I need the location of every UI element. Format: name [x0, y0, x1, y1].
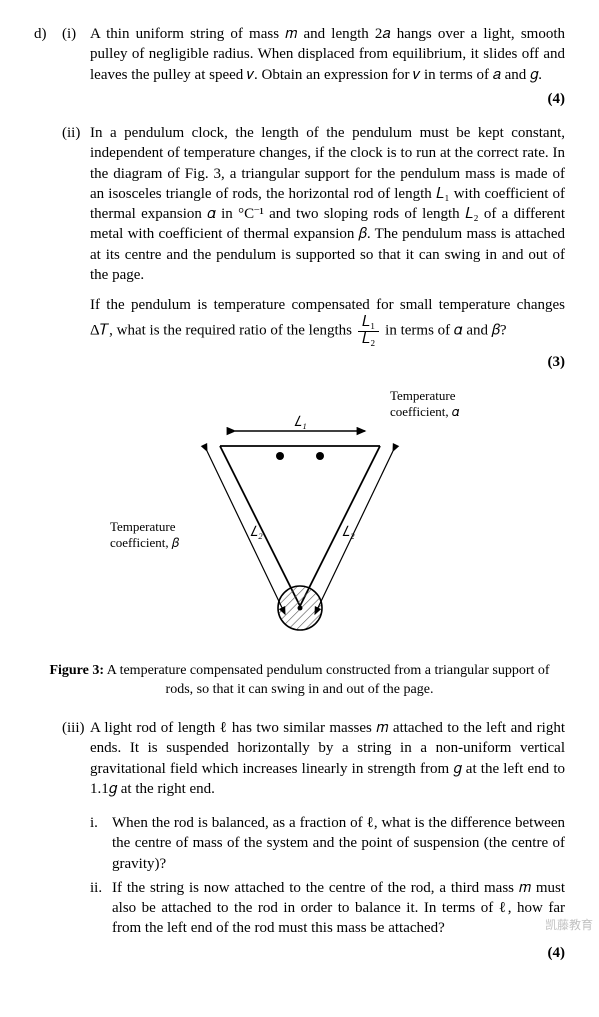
marks-d-ii: (3) — [34, 352, 565, 372]
part-d-iii-i: i. When the rod is balanced, as a fracti… — [90, 813, 565, 874]
subpart-label: (ii) — [62, 123, 90, 285]
part-d-iii: (iii) A light rod of length ℓ has two si… — [34, 718, 565, 799]
fig-L2-left-arrow — [207, 451, 285, 614]
fig-top-coeff-1: Temperature — [390, 388, 456, 403]
marks-d-iii: (4) — [34, 943, 565, 963]
part-d-iii-text: A light rod of length ℓ has two similar … — [90, 718, 565, 799]
part-d-iii-i-text: When the rod is balanced, as a fraction … — [112, 813, 565, 874]
fig-rod-L2-right — [300, 446, 380, 606]
figure-3: Temperature coefficient, 𝛼 𝐿₁ 𝐿₂ 𝐿₂ Temp… — [34, 386, 565, 652]
roman-label: ii. — [90, 878, 112, 939]
subpart-label: (i) — [62, 24, 90, 85]
roman-label: i. — [90, 813, 112, 874]
fig-support-dot-left — [276, 452, 284, 460]
part-d-i-text: A thin uniform string of mass 𝑚 and leng… — [90, 24, 565, 85]
fig-L1-label: 𝐿₁ — [294, 415, 307, 430]
fig-support-dot-right — [316, 452, 324, 460]
fig-left-coeff-1: Temperature — [110, 519, 176, 534]
part-label: d) — [34, 24, 62, 85]
part-d-ii-para2: If the pendulum is temperature compensat… — [90, 295, 565, 348]
part-d-ii-para2-row: If the pendulum is temperature compensat… — [34, 295, 565, 348]
fig-top-coeff-2: coefficient, 𝛼 — [390, 404, 460, 419]
subpart-label: (iii) — [62, 718, 90, 799]
ratio-fraction: 𝐿₁𝐿₂ — [358, 315, 380, 348]
watermark: 凯藤教育 — [545, 917, 593, 933]
para2-post: in terms of 𝛼 and 𝛽? — [381, 323, 506, 339]
part-d-i: d) (i) A thin uniform string of mass 𝑚 a… — [34, 24, 565, 85]
marks-d-i: (4) — [34, 89, 565, 109]
figure-3-caption-rest: A temperature compensated pendulum const… — [104, 663, 550, 697]
figure-3-caption: Figure 3: A temperature compensated pend… — [34, 662, 565, 700]
fig-left-coeff-2: coefficient, 𝛽 — [110, 535, 180, 550]
part-d-ii: (ii) In a pendulum clock, the length of … — [34, 123, 565, 285]
figure-3-caption-bold: Figure 3: — [49, 663, 104, 678]
part-d-ii-para1: In a pendulum clock, the length of the p… — [90, 123, 565, 285]
fig-L2-right-label: 𝐿₂ — [342, 525, 355, 540]
part-d-iii-ii: ii. If the string is now attached to the… — [90, 878, 565, 939]
fig-mass-centre-dot — [297, 606, 302, 611]
part-d-iii-ii-text: If the string is now attached to the cen… — [112, 878, 565, 939]
fig-L2-left-label: 𝐿₂ — [250, 525, 263, 540]
